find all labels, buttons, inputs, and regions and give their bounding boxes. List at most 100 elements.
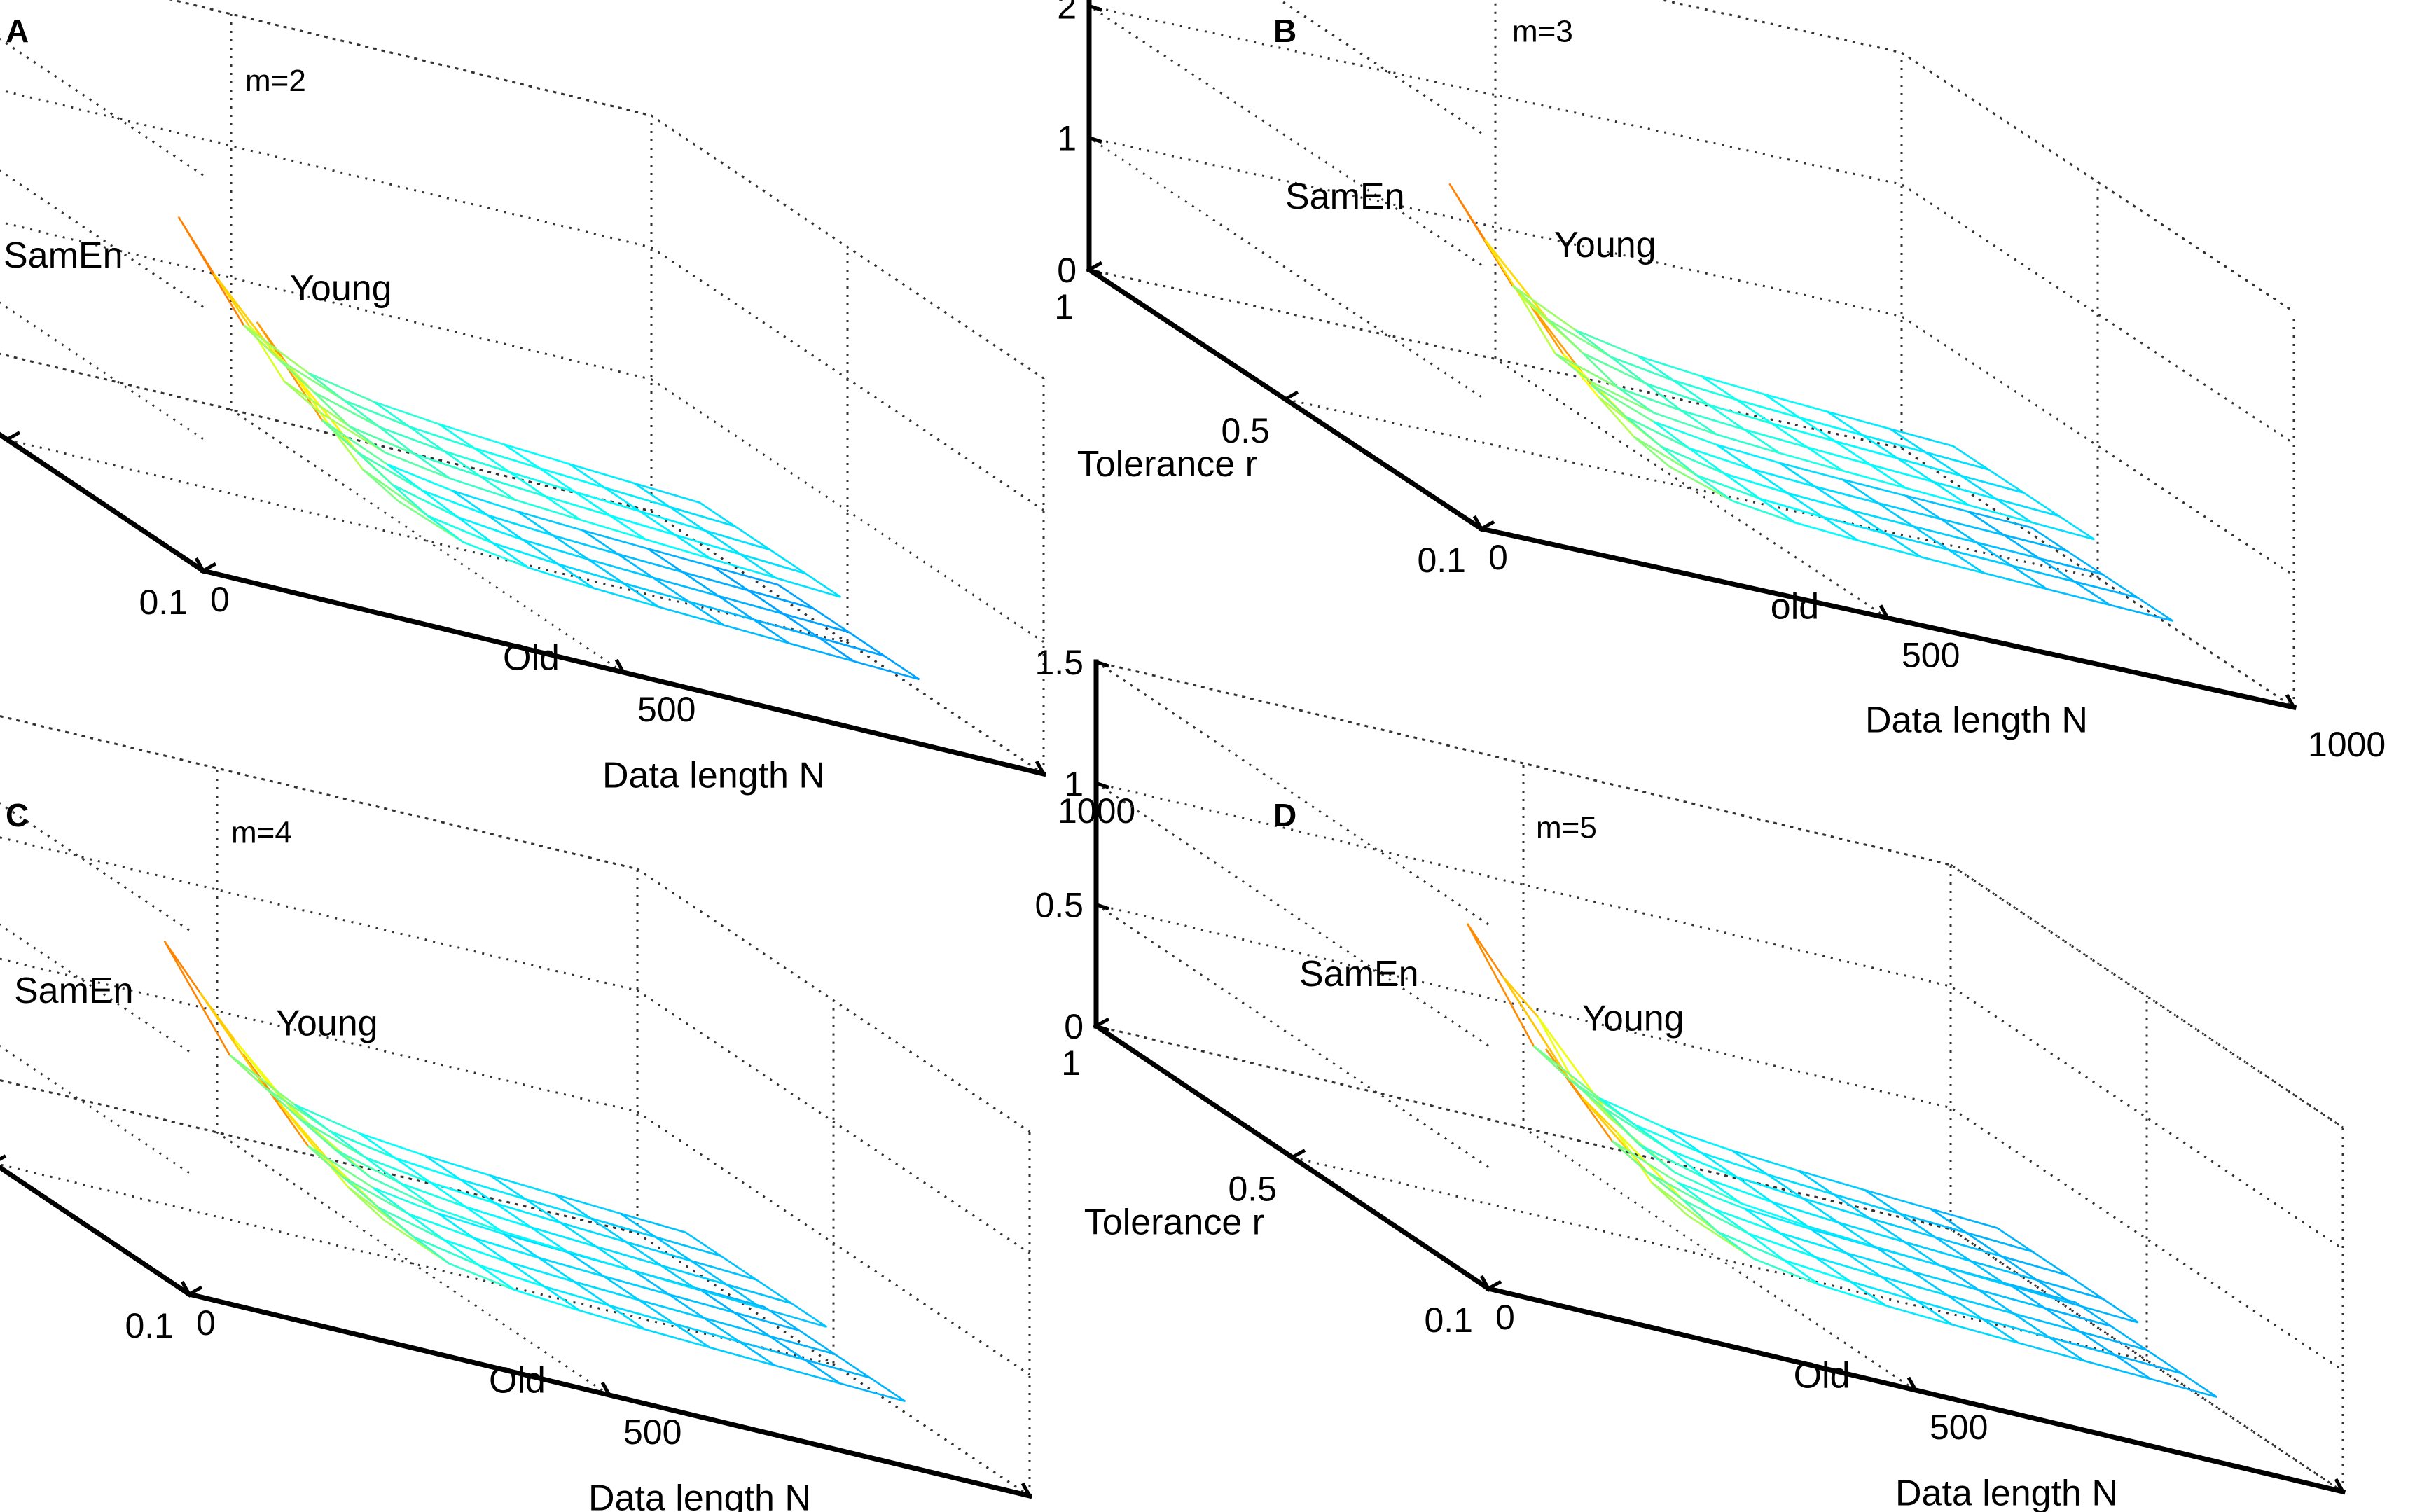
surface-cell [2000,1255,2104,1300]
x-tick [1878,604,1890,619]
surface-cell [1665,1127,1769,1176]
y-tick [188,1285,203,1296]
surface-cell [804,1359,906,1403]
surface-cell [690,1260,792,1305]
chart-title: m=2 [245,64,306,98]
surface-cell [655,1236,757,1281]
z-tick [1095,903,1109,911]
x-tick-label: 1000 [2357,1509,2435,1512]
surface-cell [818,637,920,681]
surface-cell [1638,355,1738,401]
surface-cell [2079,1331,2182,1375]
x-tick [2334,1478,2345,1493]
surface-cell [443,450,546,497]
tolerance-axis [0,1164,193,1298]
surface-cell [1696,474,1796,524]
x-tick-label: 0 [1488,538,1508,577]
grid-line [1901,447,2295,709]
surface-cell [1771,1201,1874,1247]
surface-cell [1743,1207,1847,1254]
surface-cell [1638,1144,1742,1205]
grid-line [1950,863,2344,1129]
surface-cell [704,529,806,575]
z-tick [1088,4,1102,12]
surface-cell [177,216,280,361]
grid-line [1088,137,2295,576]
x-tick [2285,693,2296,709]
x-axis-label: Data length N [602,756,825,796]
y-axis-label: Tolerance r [1077,444,1257,485]
x-tick [180,1280,191,1296]
surface-cell [508,1261,610,1307]
grid-line [1494,0,1888,619]
surface-cell [620,1212,721,1257]
surface-cell [634,482,735,527]
grid-line [1088,268,2295,709]
surface-cell [494,1202,597,1248]
grid-line [0,37,204,176]
y-tick [1284,390,1299,401]
surface-cell [1766,1173,1870,1219]
surface-cell [1783,1259,1886,1307]
surface-cell [1802,1197,1905,1243]
surface-cell [424,1154,526,1200]
y-tick-label: 0.1 [1424,1301,1473,1340]
tolerance-axis [0,431,207,574]
surface-cell [1645,382,1745,431]
z-tick-label: 0 [1064,1007,1084,1046]
surface-cell [525,1198,627,1243]
surface-cell [503,1233,604,1277]
surface-cell [504,443,605,489]
surface-cell [408,1213,510,1263]
surface-cell [726,1283,828,1328]
grid-line [0,715,638,871]
y-tick [1095,1017,1110,1028]
surface-cell [1960,474,2060,518]
surface-cell [508,471,611,517]
surface-cell [459,1178,562,1224]
surface-cell [438,423,540,469]
x-tick-label: 500 [637,690,695,729]
surface-cell [1779,1232,1882,1278]
surface-cell [1995,498,2095,541]
z-axis-label: SamEn [14,971,134,1011]
x-tick-label: 500 [623,1413,681,1452]
x-tick-label: 1000 [2308,725,2386,764]
annotation-upper: Young [1582,999,1684,1039]
surface-cell [625,1241,727,1286]
z-tick-label: 0 [1057,251,1077,290]
panel-letter: B [1273,13,1296,49]
y-axis-label: Tolerance r [1084,1202,1264,1243]
surface-cell [1701,375,1801,419]
grid-line [0,1079,1030,1497]
y-tick-label: 0.1 [1417,541,1466,580]
surface-cell [674,534,777,579]
surface-cell [2036,1279,2139,1324]
surface-cell [1708,404,1808,448]
surface-cell [473,447,576,493]
x-tick-label: 0 [196,1303,216,1343]
grid-line [216,768,610,1396]
x-tick [1906,1376,1918,1392]
surface-cell [1527,300,1627,418]
x-tick-label: 0 [1495,1298,1515,1337]
surface-cell [2074,581,2173,622]
annotation-lower: Old [1794,1355,1850,1396]
surface-cell [438,1212,539,1259]
grid-line [1950,1228,2344,1493]
panel-letter: C [6,797,29,833]
grid-line [0,836,1030,1254]
annotation-lower: old [1771,586,1819,627]
surface-cell [544,495,646,541]
z-tick [1088,136,1102,144]
surface-cell [478,1264,581,1312]
x-tick [600,1381,611,1396]
surface-cell [373,401,475,450]
y-tick [1487,1279,1502,1291]
grid-line [0,0,1044,380]
x-tick [194,557,205,572]
x-tick [1472,515,1483,530]
